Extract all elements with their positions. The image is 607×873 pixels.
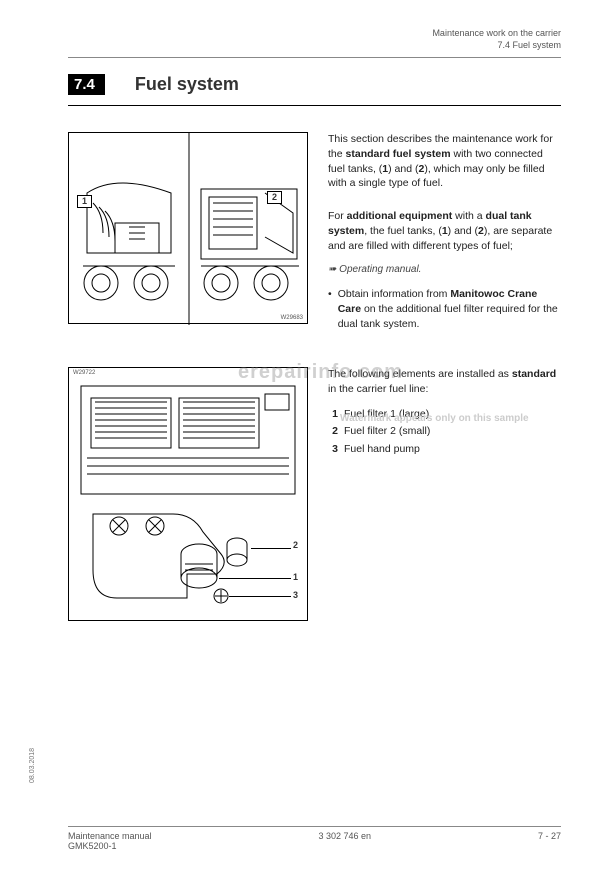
bullet-manitowoc: Obtain information from Manitowoc Crane …: [328, 287, 561, 331]
content-row-1: 1 2 W29683 This section describes the ma…: [68, 132, 561, 339]
figure-1-code: W29683: [281, 315, 303, 321]
para-standard-fuel: This section describes the maintenance w…: [328, 132, 561, 191]
text-block-1: This section describes the maintenance w…: [328, 132, 561, 339]
section-rule: [68, 105, 561, 106]
figure-2: W29722: [68, 367, 308, 621]
page: Maintenance work on the carrier 7.4 Fuel…: [0, 0, 607, 873]
footer-model: GMK5200-1: [68, 841, 561, 851]
footer-rule: [68, 826, 561, 827]
footer-left: Maintenance manual: [68, 831, 152, 841]
callout-line-2: [251, 548, 291, 549]
header-rule: [68, 57, 561, 58]
footer-center: 3 302 746 en: [318, 831, 371, 841]
figure-1-callout-2: 2: [267, 191, 282, 204]
list-item-3: 3Fuel hand pump: [328, 442, 561, 457]
figure-2-callout-3: 3: [293, 590, 298, 600]
header-line-1: Maintenance work on the carrier: [68, 28, 561, 40]
para-dual-tank: For additional equipment with a dual tan…: [328, 209, 561, 253]
list-item-2: 2Fuel filter 2 (small): [328, 424, 561, 439]
section-number: 7.4: [68, 74, 105, 95]
figure-2-callout-2: 2: [293, 540, 298, 550]
cross-reference: Operating manual.: [328, 263, 561, 277]
figure-1-illustration: [69, 133, 309, 325]
page-footer: Maintenance manual 3 302 746 en 7 - 27 G…: [68, 826, 561, 851]
text-block-2: The following elements are installed as …: [328, 367, 561, 621]
content-row-2: W29722: [68, 367, 561, 621]
figure-1-callout-1: 1: [77, 195, 92, 208]
figure-1: 1 2 W29683: [68, 132, 308, 324]
callout-line-1: [219, 578, 291, 579]
print-date: 08.03.2018: [29, 748, 36, 783]
callout-line-3: [229, 596, 291, 597]
list-item-1: 1Fuel filter 1 (large): [328, 407, 561, 422]
figure-2-illustration: [69, 368, 309, 622]
para-installed-standard: The following elements are installed as …: [328, 367, 561, 396]
section-heading: 7.4 Fuel system: [68, 74, 561, 95]
header-line-2: 7.4 Fuel system: [68, 40, 561, 52]
section-title: Fuel system: [135, 74, 239, 95]
running-header: Maintenance work on the carrier 7.4 Fuel…: [68, 28, 561, 51]
figure-2-callout-1: 1: [293, 572, 298, 582]
footer-right: 7 - 27: [538, 831, 561, 841]
